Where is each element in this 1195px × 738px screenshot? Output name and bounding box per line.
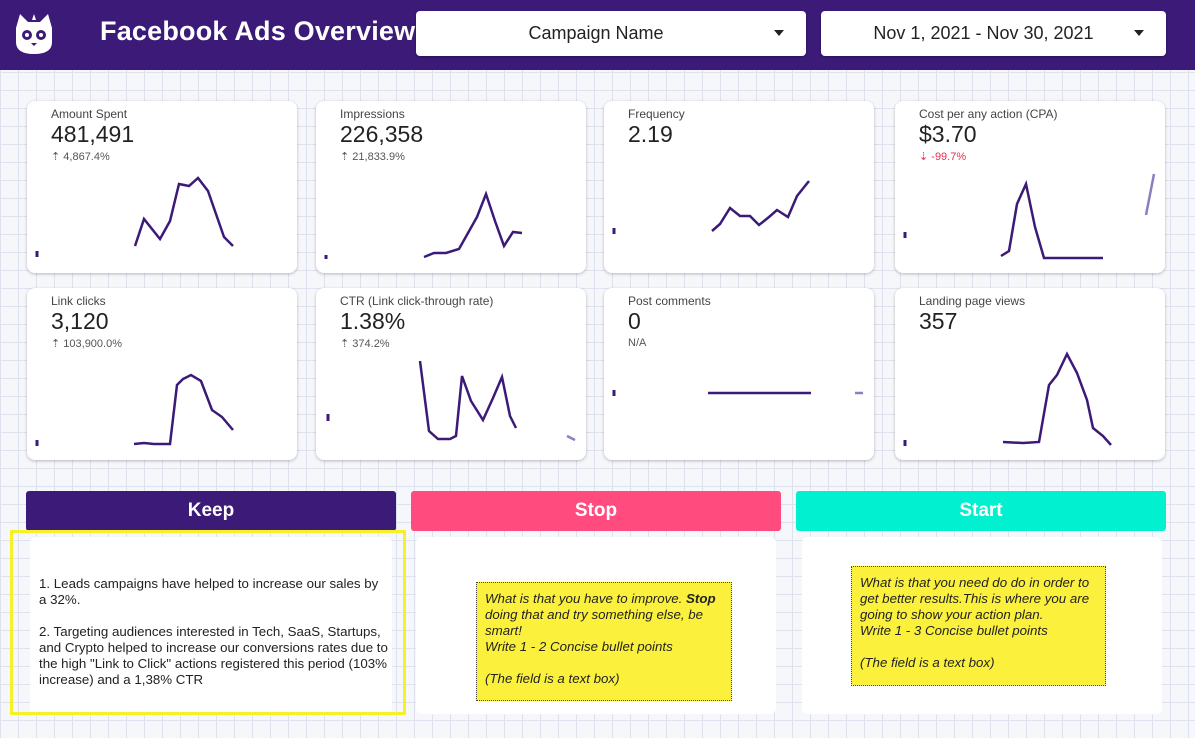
metric-card-ctr: CTR (Link click-through rate) 1.38% ⇡ 37… (316, 288, 586, 460)
arrow-down-icon: ⇣ (919, 151, 929, 163)
sparkline-chart (612, 390, 863, 396)
metric-card-impressions: Impressions 226,358 ⇡ 21,833.9% (316, 101, 586, 273)
highlight-frame (10, 530, 406, 715)
metric-delta: ⇡ 21,833.9% (340, 151, 405, 163)
metric-value: 1.38% (340, 308, 406, 334)
metric-value: 0 (628, 308, 641, 334)
start-note-spacer (860, 639, 1097, 655)
keep-button[interactable]: Keep (26, 491, 396, 531)
metric-value: 3,120 (51, 308, 109, 334)
sparkline-chart (324, 190, 523, 259)
metric-value: 2.19 (628, 121, 673, 147)
metric-card-link-clicks: Link clicks 3,120 ⇡ 103,900.0% (27, 288, 297, 460)
start-note-line-3: (The field is a text box) (860, 655, 995, 670)
campaign-dropdown-label: Campaign Name (528, 23, 664, 43)
metric-label: Link clicks (51, 294, 106, 308)
sparkline-chart (35, 373, 234, 446)
keep-text-box[interactable]: 1. Leads campaigns have helped to increa… (39, 576, 389, 704)
arrow-up-icon: ⇡ (340, 151, 350, 163)
metric-label: Cost per any action (CPA) (919, 107, 1058, 121)
metric-delta: N/A (628, 337, 647, 349)
keep-point-2: 2. Targeting audiences interested in Tec… (39, 624, 388, 687)
arrow-up-icon: ⇡ (51, 151, 61, 163)
metric-label: Landing page views (919, 294, 1026, 308)
arrow-up-icon: ⇡ (51, 338, 61, 350)
start-note-line-1: What is that you need do do in order to … (860, 575, 1090, 622)
keep-point-1: 1. Leads campaigns have helped to increa… (39, 576, 379, 607)
arrow-up-icon: ⇡ (340, 338, 350, 350)
sparkline-chart (903, 173, 1156, 260)
metric-label: Impressions (340, 107, 405, 121)
date-range-label: Nov 1, 2021 - Nov 30, 2021 (873, 23, 1094, 43)
sparkline-chart (326, 360, 576, 442)
chevron-down-icon (774, 30, 784, 36)
metric-card-cpa: Cost per any action (CPA) $3.70 ⇣ -99.7% (895, 101, 1165, 273)
metric-label: Amount Spent (51, 107, 128, 121)
metric-value: 226,358 (340, 121, 424, 147)
stop-note-line-2: Write 1 - 2 Concise bullet points (485, 639, 673, 654)
start-note-box[interactable]: What is that you need do do in order to … (851, 566, 1106, 686)
date-range-dropdown[interactable]: Nov 1, 2021 - Nov 30, 2021 (821, 11, 1166, 56)
sparkline-chart (903, 351, 1112, 446)
stop-note-line-3: (The field is a text box) (485, 671, 620, 686)
start-note-line-2: Write 1 - 3 Concise bullet points (860, 623, 1048, 638)
metric-card-amount-spent: Amount Spent 481,491 ⇡ 4,867.4% (27, 101, 297, 273)
chevron-down-icon (1134, 30, 1144, 36)
keep-panel (30, 537, 392, 714)
start-label: Start (959, 500, 1003, 521)
page-title: Facebook Ads Overview (100, 16, 416, 46)
cat-logo-icon (16, 14, 52, 54)
metric-delta: ⇡ 4,867.4% (51, 151, 110, 163)
metric-label: CTR (Link click-through rate) (340, 294, 494, 308)
metric-card-landing-page-views: Landing page views 357 (895, 288, 1165, 460)
metric-label: Frequency (628, 107, 685, 121)
metric-delta: ⇣ -99.7% (919, 151, 967, 163)
sparkline-chart (612, 180, 810, 234)
sparkline-chart (35, 176, 234, 257)
stop-note-spacer (485, 655, 723, 671)
metric-delta: ⇡ 103,900.0% (51, 338, 122, 350)
campaign-name-dropdown[interactable]: Campaign Name (416, 11, 806, 56)
metric-card-frequency: Frequency 2.19 (604, 101, 874, 273)
stop-button[interactable]: Stop (411, 491, 781, 531)
stop-note-box[interactable]: What is that you have to improve. Stop d… (476, 582, 732, 701)
start-button[interactable]: Start (796, 491, 1166, 531)
metric-value: 357 (919, 308, 958, 334)
metric-card-post-comments: Post comments 0 N/A (604, 288, 874, 460)
metric-label: Post comments (628, 294, 711, 308)
metric-delta: ⇡ 374.2% (340, 338, 390, 350)
stop-label: Stop (574, 500, 618, 521)
metric-value: 481,491 (51, 121, 135, 147)
keep-label: Keep (187, 500, 235, 521)
stop-note-line-1: What is that you have to improve. Stop d… (485, 591, 716, 638)
metric-value: $3.70 (919, 121, 977, 147)
